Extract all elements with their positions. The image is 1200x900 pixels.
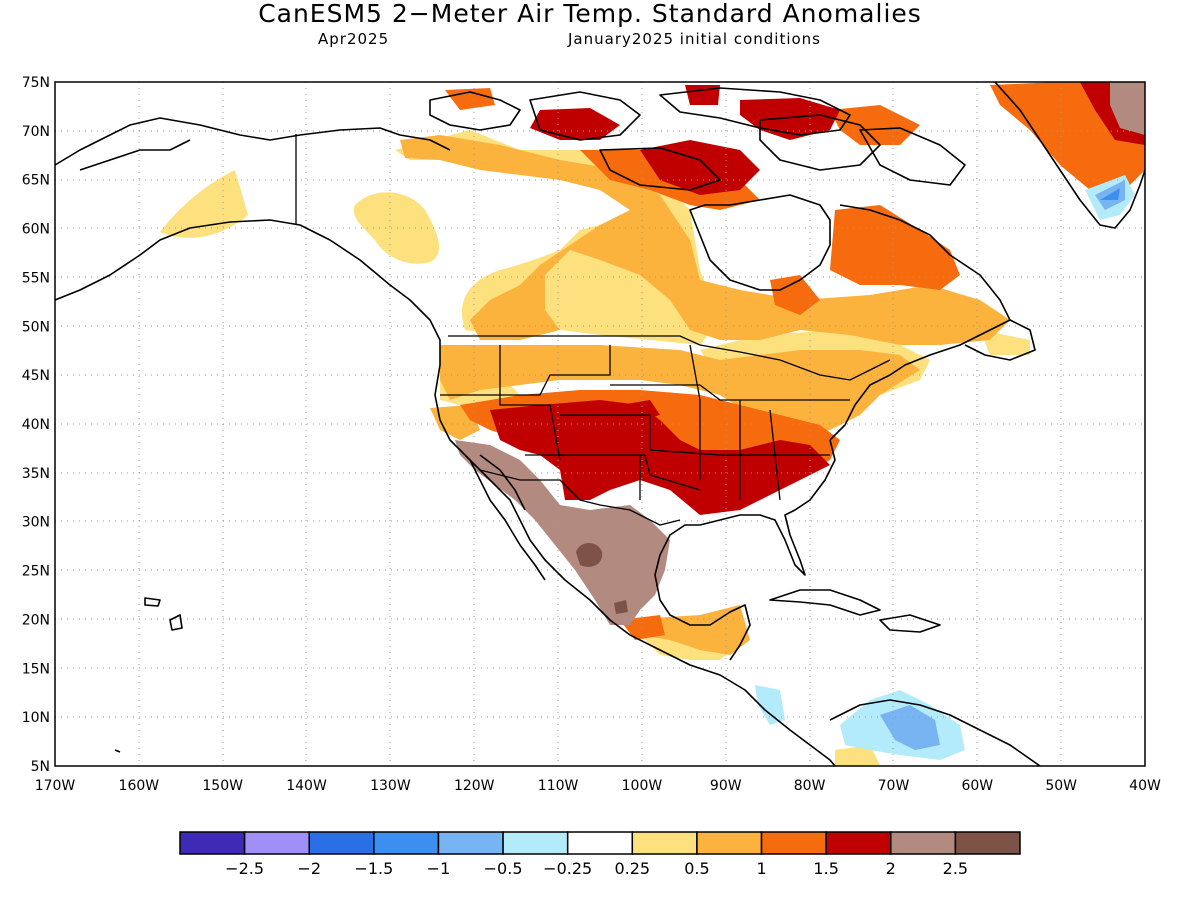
- colorbar-label: 2: [886, 859, 896, 878]
- colorbar-swatch: [437, 831, 504, 855]
- anomaly-region-negative: [755, 175, 1135, 760]
- colorbar-label: −0.25: [543, 859, 592, 878]
- colorbar-label: −0.5: [484, 859, 523, 878]
- colorbar-swatch: [760, 831, 827, 855]
- colorbar-swatch: [825, 831, 892, 855]
- political-borders: [295, 134, 891, 526]
- colorbar-label: −1.5: [354, 859, 393, 878]
- anomaly-region-2.5: [576, 543, 628, 614]
- colorbar-swatch: [890, 831, 957, 855]
- lon-tick-label: 120W: [454, 778, 495, 794]
- colorbar-label: −2: [297, 859, 321, 878]
- colorbar-swatch: [308, 831, 375, 855]
- lon-tick-label: 160W: [119, 778, 160, 794]
- colorbar-label: −2.5: [225, 859, 264, 878]
- chart-title: CanESM5 2−Meter Air Temp. Standard Anoma…: [258, 0, 922, 28]
- lat-tick-label: 60N: [22, 222, 50, 238]
- lat-tick-label: 75N: [22, 75, 50, 91]
- plot-frame: [54, 81, 1146, 767]
- lon-tick-label: 100W: [622, 778, 663, 794]
- lon-tick-label: 70W: [878, 778, 910, 794]
- lat-tick-label: 15N: [22, 661, 50, 677]
- lat-tick-label: 70N: [22, 124, 50, 140]
- lat-tick-label: 65N: [22, 173, 50, 189]
- colorbar-label: 0.5: [684, 859, 709, 878]
- lat-tick-label: 50N: [22, 319, 50, 335]
- forecast-month: Apr2025: [318, 30, 390, 48]
- longitude-axis: 170W 160W 150W 140W 130W 120W 110W 100W 90W 80W 70…: [35, 778, 1161, 794]
- map-grid: [55, 82, 1145, 766]
- colorbar-swatch: [243, 831, 310, 855]
- colorbar-label: 0.25: [614, 859, 650, 878]
- lat-tick-label: 35N: [22, 466, 50, 482]
- colorbar-label: −1: [427, 859, 451, 878]
- lat-tick-label: 30N: [22, 515, 50, 531]
- lon-tick-label: 150W: [202, 778, 243, 794]
- colorbar-label: 1: [756, 859, 766, 878]
- lon-tick-label: 50W: [1045, 778, 1077, 794]
- lon-tick-label: 60W: [961, 778, 993, 794]
- colorbar-swatch: [179, 831, 246, 855]
- colorbar-swatch: [954, 831, 1021, 855]
- coastlines: [55, 82, 1145, 766]
- anomaly-region-2: [455, 82, 1145, 625]
- colorbar-swatch: [566, 831, 634, 855]
- colorbar: −2.5 −2 −1.5 −1 −0.5 −0.25 0.25 0.5 1 1.5 2 2.5: [179, 831, 1021, 878]
- lon-tick-label: 130W: [370, 778, 411, 794]
- lon-tick-label: 140W: [286, 778, 327, 794]
- initial-conditions: January2025 initial conditions: [568, 30, 821, 48]
- lat-tick-label: 5N: [31, 759, 50, 775]
- lat-tick-label: 10N: [22, 710, 50, 726]
- lat-tick-label: 40N: [22, 417, 50, 433]
- colorbar-label: 2.5: [943, 859, 968, 878]
- colorbar-swatch: [631, 831, 698, 855]
- lat-tick-label: 45N: [22, 368, 50, 384]
- lat-tick-label: 20N: [22, 612, 50, 628]
- lon-tick-label: 90W: [710, 778, 742, 794]
- latitude-axis: 5N 10N 15N 20N 25N 30N 35N 40N 45N 50N 55N 60N 65N 70…: [22, 75, 50, 775]
- colorbar-swatch: [502, 831, 569, 855]
- colorbar-swatch: [696, 831, 763, 855]
- lon-tick-label: 80W: [794, 778, 826, 794]
- anomaly-region-0.5: [400, 135, 1010, 655]
- colorbar-label: 1.5: [813, 859, 838, 878]
- colorbar-swatch: [373, 831, 440, 855]
- lat-tick-label: 55N: [22, 270, 50, 286]
- lat-tick-label: 25N: [22, 564, 50, 580]
- lon-tick-label: 170W: [35, 778, 76, 794]
- lon-tick-label: 110W: [538, 778, 579, 794]
- lon-tick-label: 40W: [1129, 778, 1161, 794]
